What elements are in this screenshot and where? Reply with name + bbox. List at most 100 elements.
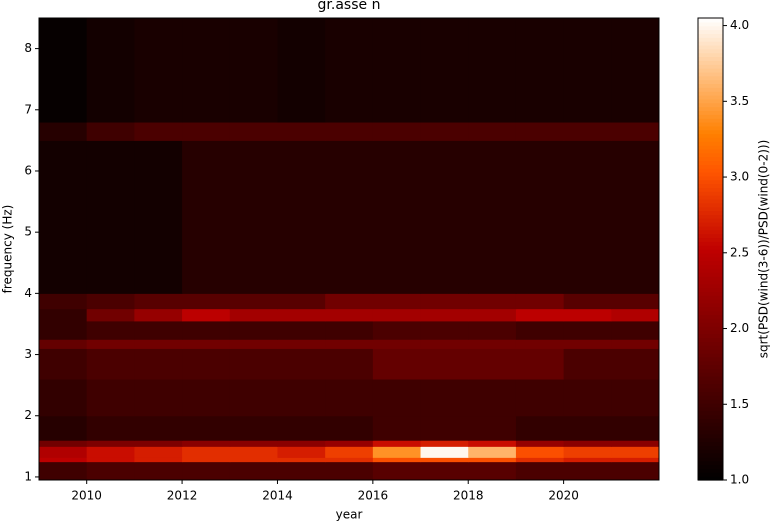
heatmap-cell [468, 140, 517, 294]
colorbar-band [698, 83, 723, 88]
colorbar-band [698, 287, 723, 292]
heatmap-cell [325, 18, 374, 123]
heatmap-cell [134, 339, 183, 349]
heatmap-cell [182, 122, 231, 141]
heatmap-cell [325, 461, 374, 481]
colorbar-band [698, 275, 723, 281]
heatmap-cell [468, 440, 517, 447]
colorbar-band [698, 306, 723, 312]
heatmap-cell [229, 446, 278, 458]
colorbar-band [698, 229, 723, 235]
heatmap-cell [325, 348, 374, 380]
heatmap-cell [86, 18, 135, 123]
colorbar-band [698, 160, 723, 165]
heatmap-cell [277, 457, 326, 463]
heatmap-cell [134, 461, 183, 481]
colorbar-band [698, 410, 723, 416]
colorbar-band [698, 225, 723, 231]
heatmap-cell [611, 293, 660, 310]
heatmap-cell [277, 379, 326, 417]
heatmap-cell [39, 446, 88, 458]
heatmap-cell [182, 446, 231, 458]
heatmap-cell [468, 457, 517, 463]
colorbar-band [698, 337, 723, 342]
colorbar-band [698, 114, 723, 119]
y-tick-label: 5 [24, 225, 32, 239]
colorbar-band [698, 68, 723, 73]
heatmap-cell [277, 446, 326, 458]
heatmap-cell [277, 348, 326, 380]
colorbar-band [698, 145, 723, 150]
heatmap-cell [39, 461, 88, 481]
colorbar-band [698, 310, 723, 316]
heatmap-cell [182, 461, 231, 481]
colorbar-band [698, 449, 723, 454]
colorbar-band [698, 141, 723, 146]
heatmap-cell [39, 293, 88, 310]
colorbar-band [698, 456, 723, 462]
heatmap-cell [134, 440, 183, 447]
heatmap-cell [515, 379, 565, 417]
heatmap-cell [182, 320, 231, 340]
colorbar-band [698, 195, 723, 200]
heatmap-cell [229, 440, 278, 447]
colorbar-band [698, 64, 723, 69]
colorbar-band [698, 191, 723, 196]
colorbar-band [698, 403, 723, 408]
heatmap-cell [39, 348, 88, 380]
heatmap-cell [515, 348, 565, 380]
colorbar-band [698, 472, 723, 477]
heatmap-cell [563, 440, 612, 447]
heatmap-cell [563, 457, 612, 463]
colorbar-frame [697, 17, 724, 481]
colorbar-band [698, 206, 723, 212]
heatmap-cell [229, 293, 278, 310]
chart-title: gr.asse n [318, 0, 381, 13]
x-tick-label: 2010 [71, 489, 102, 503]
heatmap-cell [611, 140, 660, 294]
heatmap-cell [182, 415, 231, 441]
colorbar-band [698, 429, 723, 435]
heatmap-cell [611, 440, 660, 447]
heatmap-cell [468, 320, 517, 340]
heatmap-cell [611, 415, 660, 441]
heatmap-cell [468, 379, 517, 417]
colorbar-band [698, 202, 723, 208]
y-axis-label: frequency (Hz) [1, 205, 15, 294]
heatmap-cell [420, 379, 469, 417]
colorbar-band [698, 468, 723, 473]
colorbar-band [698, 295, 723, 300]
heatmap-cell [372, 140, 422, 294]
colorbar-label: sqrt(PSD(wind(3-6))/PSD(wind(0-2))) [757, 140, 771, 359]
colorbar-band [698, 187, 723, 192]
heatmap-cell [563, 348, 612, 380]
heatmap-cell [86, 440, 135, 447]
x-tick-label: 2014 [262, 489, 293, 503]
heatmap-cell [515, 140, 565, 294]
colorbar-band [698, 21, 723, 27]
colorbar-band [698, 37, 723, 42]
colorbar-band [698, 95, 723, 100]
heatmap-cell [39, 457, 88, 463]
heatmap-cell [277, 122, 326, 141]
heatmap-cell [182, 440, 231, 447]
colorbar-band [698, 368, 723, 373]
colorbar-band [698, 118, 723, 123]
heatmap-cell [86, 348, 135, 380]
heatmap-cell [563, 379, 612, 417]
colorbar-band [698, 241, 723, 246]
x-tick-label: 2018 [453, 489, 484, 503]
heatmap-cell [277, 18, 326, 123]
colorbar-band [698, 379, 723, 385]
heatmap-cell [86, 379, 135, 417]
heatmap-cell [86, 320, 135, 340]
colorbar-band [698, 329, 723, 335]
heatmap-cell [39, 379, 88, 417]
colorbar-band [698, 414, 723, 419]
colorbar-band [698, 252, 723, 258]
heatmap-cell [468, 461, 517, 481]
heatmap-cell [420, 446, 469, 458]
colorbar-band [698, 333, 723, 339]
colorbar-band [698, 44, 723, 50]
